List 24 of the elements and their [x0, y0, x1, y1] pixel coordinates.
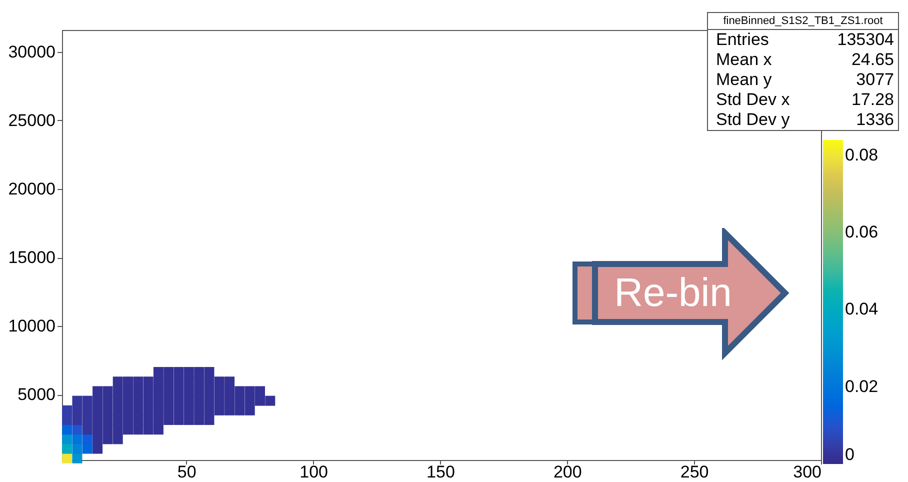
x-tick-label: 250 — [680, 462, 709, 482]
color-bar-label: 0.08 — [845, 145, 878, 164]
x-tick-label: 100 — [300, 462, 328, 482]
annotation: Re-bin — [613, 270, 733, 317]
x-tick-label: 300 — [793, 462, 822, 482]
y-tick-label: 10000 — [8, 316, 56, 336]
color-bar-label: 0.06 — [845, 222, 878, 242]
x-tick-label: 200 — [553, 462, 582, 482]
y-tick-label: 25000 — [8, 110, 56, 130]
text: Mean y 3077 — [716, 70, 894, 89]
color-bar-label: 0 — [845, 445, 854, 464]
text: Std Dev x 17.28 — [716, 90, 894, 109]
y-tick-label: 20000 — [8, 180, 56, 199]
x-tick-label: 150 — [426, 462, 455, 482]
y-tick-label: 30000 — [8, 42, 56, 62]
x-tick-label: 50 — [177, 462, 196, 482]
color-bar-label: 0.04 — [845, 300, 878, 319]
text: Std Dev y 1336 — [716, 110, 894, 129]
text: Mean x 24.65 — [716, 50, 894, 69]
y-tick-label: 15000 — [8, 248, 56, 268]
text: fineBinned_S1S2_TB1_ZS1.root — [708, 13, 898, 30]
text: Entries 135304 — [716, 30, 894, 49]
color-bar-label: 0.02 — [845, 376, 878, 396]
y-tick-label: 5000 — [18, 385, 56, 404]
